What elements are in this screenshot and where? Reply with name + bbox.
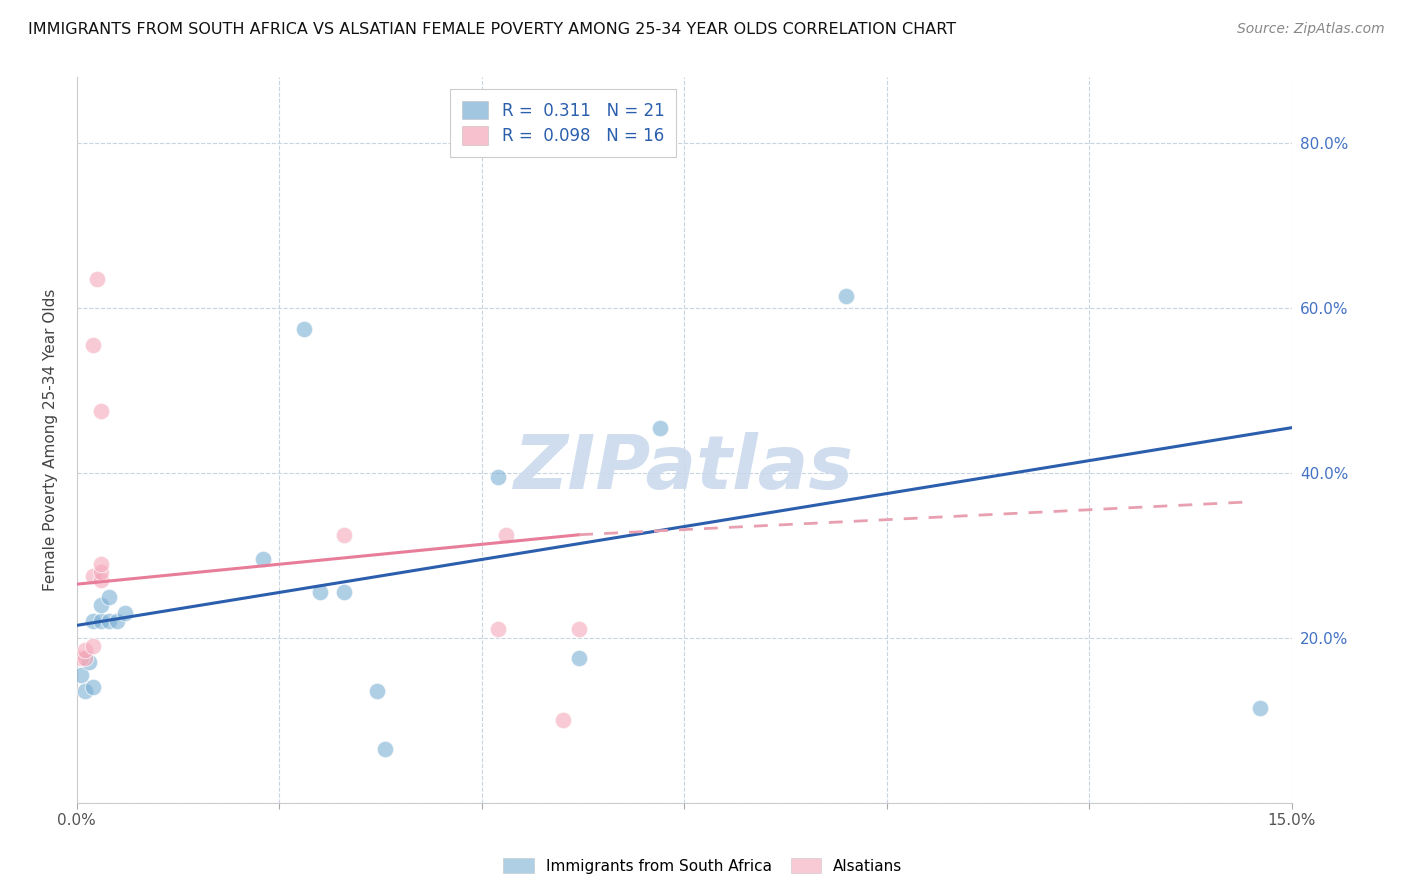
Point xyxy=(73,651,96,665)
Point xyxy=(90,557,112,571)
Point xyxy=(70,651,93,665)
Point xyxy=(374,742,396,756)
Point xyxy=(114,606,136,620)
Point xyxy=(650,420,672,434)
Point xyxy=(73,684,96,698)
Point xyxy=(333,527,356,541)
Text: ZIPatlas: ZIPatlas xyxy=(515,433,855,506)
Point xyxy=(568,651,591,665)
Point xyxy=(90,573,112,587)
Point xyxy=(70,668,93,682)
Text: Source: ZipAtlas.com: Source: ZipAtlas.com xyxy=(1237,22,1385,37)
Point xyxy=(82,338,104,352)
Legend: Immigrants from South Africa, Alsatians: Immigrants from South Africa, Alsatians xyxy=(498,852,908,880)
Point xyxy=(333,585,356,599)
Point xyxy=(486,470,509,484)
Point xyxy=(98,590,121,604)
Point xyxy=(105,614,128,628)
Point xyxy=(73,643,96,657)
Point xyxy=(90,614,112,628)
Point xyxy=(568,623,591,637)
Point xyxy=(90,598,112,612)
Point xyxy=(366,684,388,698)
Legend: R =  0.311   N = 21, R =  0.098   N = 16: R = 0.311 N = 21, R = 0.098 N = 16 xyxy=(450,89,676,157)
Point xyxy=(835,289,858,303)
Point xyxy=(77,656,100,670)
Point xyxy=(82,639,104,653)
Point xyxy=(82,614,104,628)
Point xyxy=(82,680,104,694)
Point xyxy=(292,322,315,336)
Point xyxy=(90,565,112,579)
Point xyxy=(486,623,509,637)
Text: IMMIGRANTS FROM SOUTH AFRICA VS ALSATIAN FEMALE POVERTY AMONG 25-34 YEAR OLDS CO: IMMIGRANTS FROM SOUTH AFRICA VS ALSATIAN… xyxy=(28,22,956,37)
Point xyxy=(1249,700,1271,714)
Y-axis label: Female Poverty Among 25-34 Year Olds: Female Poverty Among 25-34 Year Olds xyxy=(44,289,58,591)
Point xyxy=(86,272,108,286)
Point xyxy=(495,527,517,541)
Point xyxy=(252,552,274,566)
Point xyxy=(98,614,121,628)
Point xyxy=(90,404,112,418)
Point xyxy=(82,569,104,583)
Point xyxy=(309,585,332,599)
Point xyxy=(551,713,574,727)
